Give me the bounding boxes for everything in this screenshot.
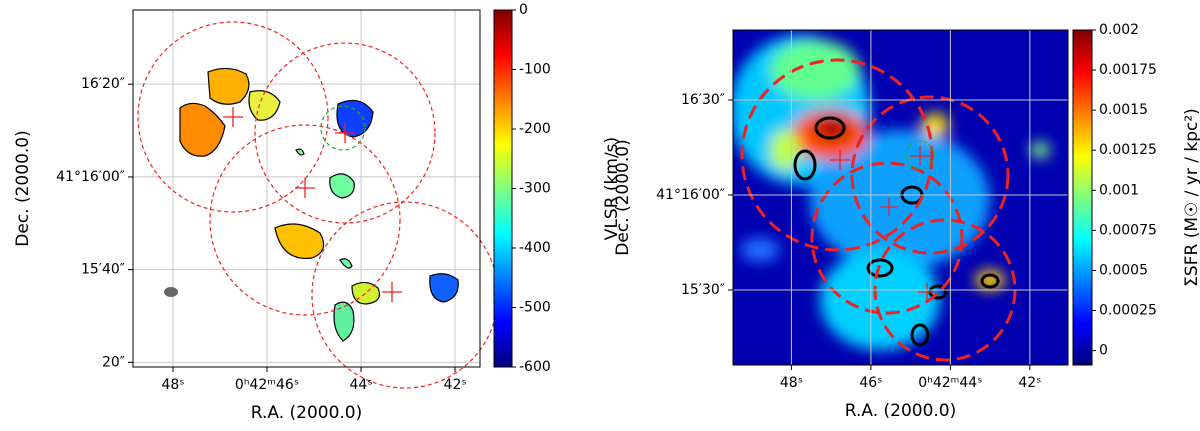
colorbar-tick-label: 0.001 [1099,182,1139,198]
colorbar-tick-label: 0.0015 [1099,102,1148,118]
colorbar [1072,29,1093,366]
y-axis-label: Dec. (2000.0) [613,139,633,255]
colorbar-tick-label: -300 [519,181,551,197]
colorbar-tick-label: 0 [519,2,528,18]
colorbar-tick-label: 0.00175 [1099,62,1157,78]
y-tick-label: 15′30″ [681,282,725,298]
beam [164,287,178,297]
y-tick-label: 15′40″ [81,262,125,278]
x-tick-label: 48ˢ [780,375,803,391]
x-tick-label: 46ˢ [859,375,882,391]
colorbar [493,9,513,368]
x-tick-label: 0ʰ42ᵐ46ˢ [235,377,299,393]
frame [732,29,1069,366]
y-axis-label: Dec. (2000.0) [13,130,33,246]
colorbar-tick-label: -500 [519,300,551,316]
colorbar-tick-label: 0.002 [1099,22,1139,38]
grid [733,30,1068,365]
x-tick-label: 42ˢ [444,377,467,393]
colorbar-tick-label: 0.0005 [1099,262,1148,278]
y-tick-label: 41°16′00″ [56,169,125,185]
x-axis-label: R.A. (2000.0) [251,403,363,423]
x-axis-label: R.A. (2000.0) [845,401,957,421]
colorbar-tick-label: -100 [519,62,551,78]
frame [132,9,481,368]
y-tick-label: 16′20″ [81,76,125,92]
y-tick-label: 41°16′00″ [656,187,725,203]
colorbar-tick-label: 0.00025 [1099,303,1157,319]
y-tick-label: 16′30″ [681,92,725,108]
x-tick-label: 44ˢ [350,377,373,393]
sfr-map [733,30,1068,365]
y-tick-label: 20″ [102,354,125,370]
colorbar-tick-label: 0.00125 [1099,142,1157,158]
colorbar-tick-label: -600 [519,359,551,375]
x-tick-label: 48ˢ [161,377,184,393]
centers [223,107,402,302]
x-tick-label: 0ʰ42ᵐ44ˢ [918,375,982,391]
colorbar-tick-label: -200 [519,121,551,137]
colorbar-tick-label: 0.00075 [1099,222,1157,238]
x-tick-label: 42ˢ [1018,375,1041,391]
colorbar-tick-label: -400 [519,240,551,256]
colorbar-tick-label: 0 [1099,343,1108,359]
colorbar-label: ΣSFR (M☉ / yr / kpc²) [1182,108,1200,287]
colorbar-label: VLSR (km/s) [602,137,622,240]
